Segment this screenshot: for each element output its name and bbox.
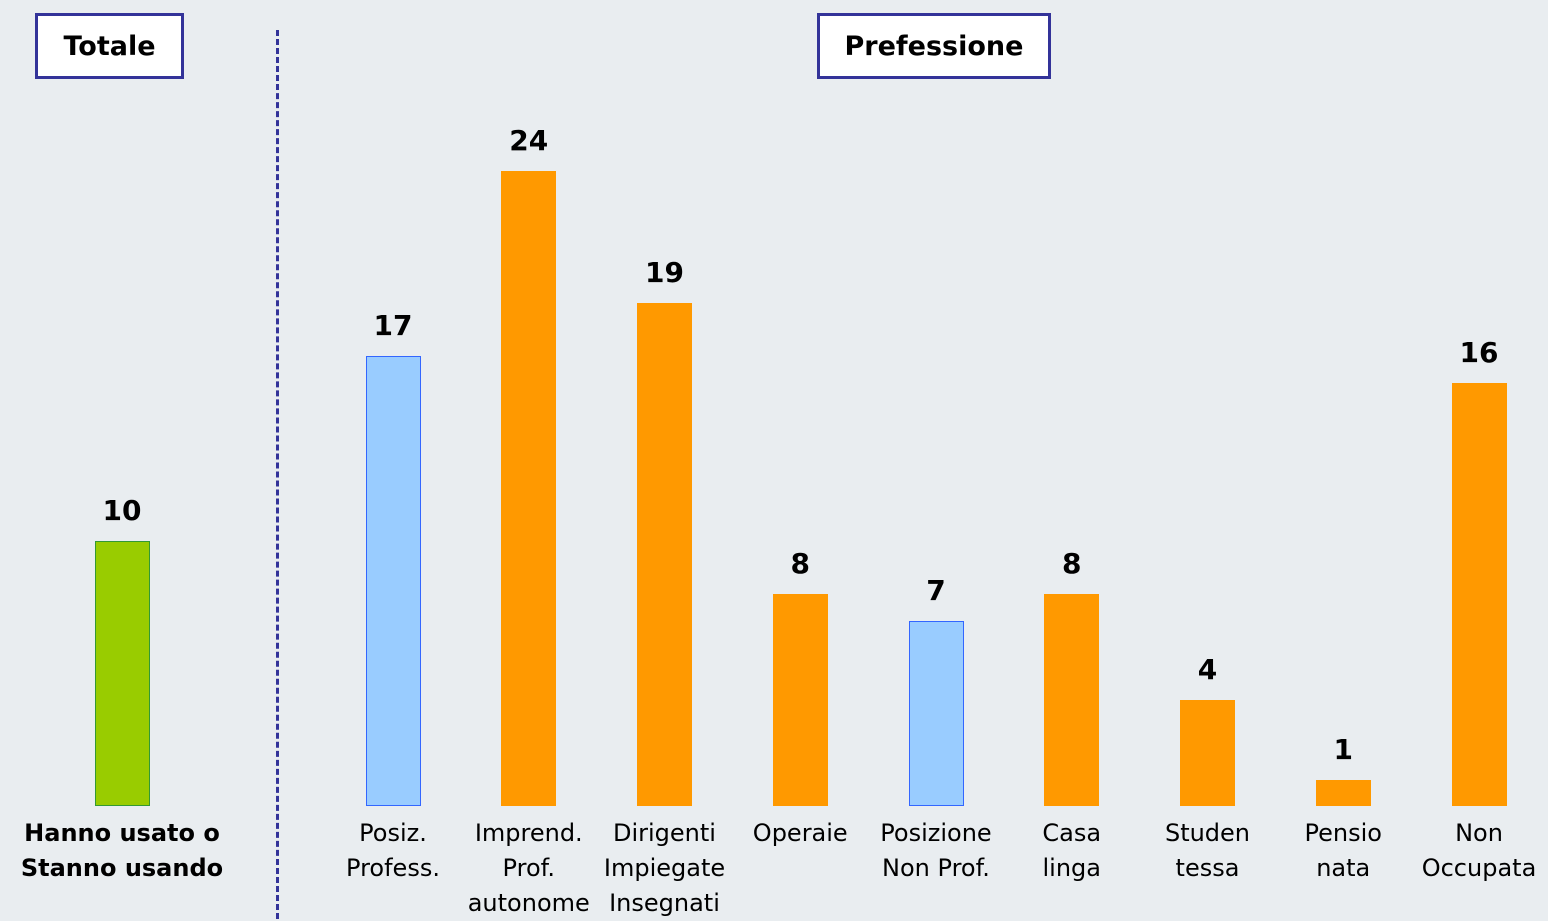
x-tick-label: Dirigenti Impiegate Insegnati: [603, 819, 726, 917]
data-label: 16: [1459, 335, 1499, 369]
bar: [501, 170, 557, 806]
data-label: 8: [790, 547, 810, 581]
x-tick-label: Pensio nata: [1304, 819, 1382, 882]
data-label: 24: [509, 123, 549, 157]
x-tick-label: Studen tessa: [1164, 819, 1251, 882]
x-tick-label: Posiz. Profess.: [346, 819, 440, 882]
x-tick-label: Posizione Non Prof.: [880, 819, 992, 882]
data-label: 4: [1197, 653, 1218, 687]
bar: [94, 541, 150, 806]
bar: [1315, 779, 1371, 806]
bar: [1451, 382, 1507, 806]
bar: [908, 620, 964, 806]
bar: [1180, 700, 1235, 806]
divider: [276, 30, 279, 919]
bar: [637, 303, 692, 806]
bar: [365, 356, 421, 806]
x-tick-label: Non Occupata: [1421, 819, 1537, 882]
data-label: 8: [1062, 547, 1082, 581]
bar: [772, 594, 828, 806]
x-tick-label: Operaie: [752, 819, 848, 847]
x-tick-label: Hanno usato o Stanno usando: [20, 819, 224, 882]
x-tick-label: Imprend. Prof. autonome: [467, 819, 590, 917]
data-label: 7: [926, 573, 946, 607]
data-label: 17: [373, 309, 413, 343]
chart-title: Totale: [35, 13, 184, 79]
data-label: 19: [645, 256, 684, 290]
data-label: 1: [1333, 732, 1353, 766]
data-label: 10: [102, 494, 142, 528]
bar: [1044, 594, 1100, 806]
chart-title: Prefessione: [817, 13, 1051, 79]
x-tick-label: Casa linga: [1042, 819, 1102, 882]
